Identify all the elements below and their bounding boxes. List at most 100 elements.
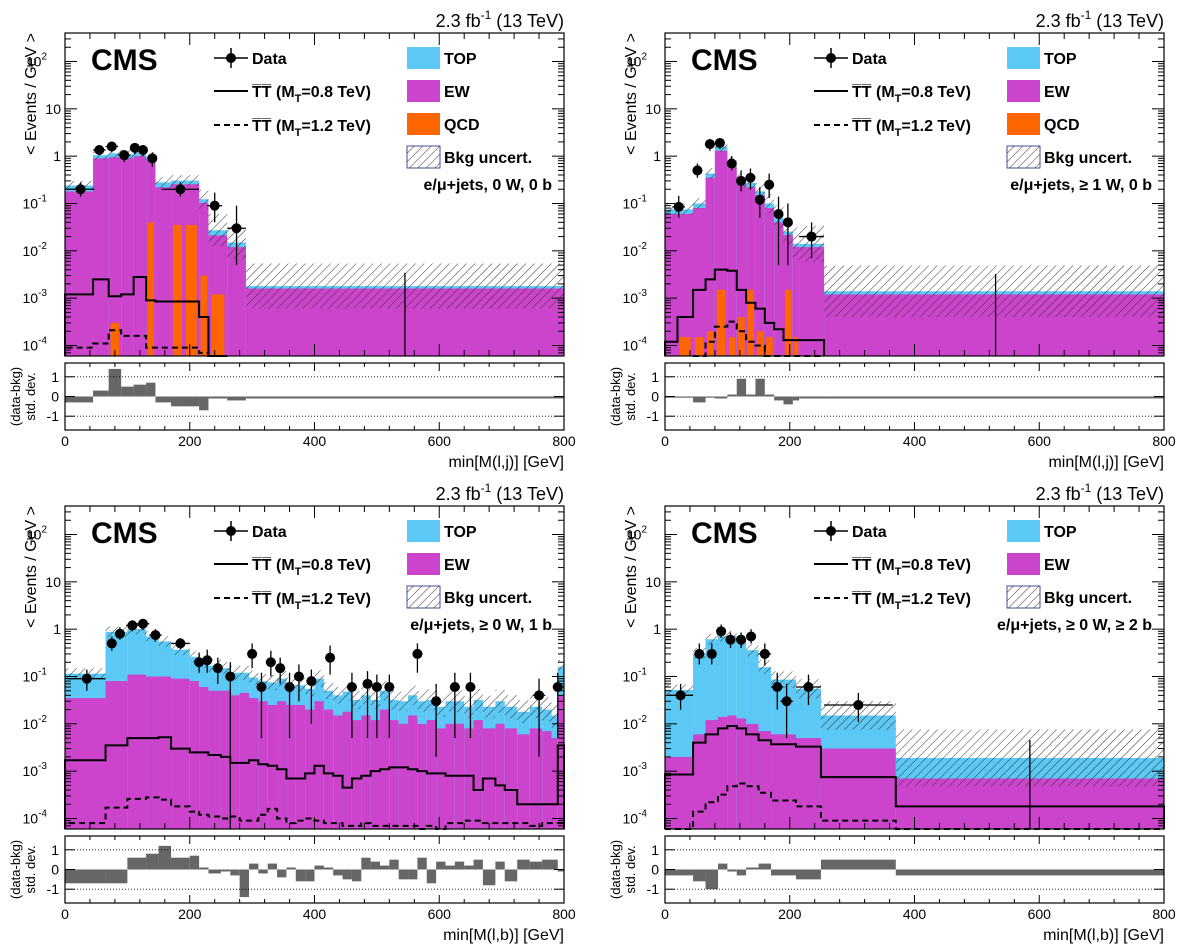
legend-qcd-swatch — [1007, 113, 1040, 135]
uncertainty-band — [171, 644, 190, 655]
ratio-y-tick-label: -1 — [47, 408, 60, 424]
uncertainty-band — [495, 689, 505, 713]
ew-bar — [795, 738, 821, 829]
ratio-bar — [755, 378, 765, 397]
ratio-bar — [736, 378, 747, 397]
legend-data-label: Data — [852, 51, 887, 68]
ratio-bar — [677, 396, 694, 398]
ratio-bar — [771, 869, 796, 876]
ratio-bar — [445, 865, 455, 870]
x-axis-label: min[M(l,b)] [GeV] — [1043, 927, 1164, 944]
data-point — [284, 681, 295, 692]
data-point — [725, 634, 736, 645]
uncertainty-band — [718, 630, 728, 642]
ratio-panel: 10-10 200 400 600 800(data-bkg) std. dev. — [608, 835, 1176, 922]
legend-top-swatch — [407, 47, 440, 69]
signal-08-line — [64, 276, 228, 357]
ratio-bar — [189, 855, 200, 870]
data-point — [714, 137, 725, 148]
ew-bar — [108, 157, 122, 356]
lumi-label: 2.3 fb-1 (13 TeV) — [1036, 481, 1164, 504]
uncertainty-band — [677, 203, 694, 215]
ratio-bar — [542, 859, 552, 870]
data-point — [764, 179, 775, 190]
ratio-label-bottom: std. dev. — [23, 845, 38, 893]
legend-qcd-label: QCD — [1044, 117, 1080, 134]
data-point — [362, 678, 373, 689]
data-point — [129, 142, 140, 153]
ratio-y-tick-label: 0 — [51, 389, 59, 405]
qcd-bar — [793, 337, 799, 356]
lumi-label: 2.3 fb-1 (13 TeV) — [436, 8, 564, 31]
category-label: e/μ+jets, 0 W, 0 b — [423, 177, 552, 194]
data-point — [745, 172, 756, 183]
ratio-bar — [220, 869, 231, 872]
ew-bar — [189, 681, 200, 829]
ew-bar — [529, 728, 543, 829]
data-point — [306, 676, 317, 687]
uncertainty-band — [665, 204, 678, 215]
data-point — [106, 638, 117, 649]
x-tick-label: 600 — [1028, 433, 1052, 449]
ratio-bar — [65, 396, 94, 403]
x-tick-label: 600 — [428, 906, 452, 922]
category-label: e/μ+jets, ≥ 1 W, 0 b — [1010, 177, 1152, 194]
y-tick-label: 10 — [45, 574, 61, 590]
ratio-label-bottom: std. dev. — [623, 845, 638, 893]
uncertainty-band — [314, 670, 324, 687]
x-tick-label: 200 — [778, 433, 802, 449]
legend-unc-label: Bkg uncert. — [444, 150, 532, 167]
ratio-bar — [389, 859, 399, 870]
ratio-bar — [323, 867, 334, 870]
uncertainty-band — [65, 668, 106, 680]
uncertainty-band — [305, 680, 315, 698]
ratio-bar — [108, 368, 122, 397]
y-axis-label: < Events / GeV > — [23, 33, 40, 155]
uncertainty-band — [239, 665, 250, 680]
ratio-bar — [454, 861, 465, 870]
ratio-bar — [158, 845, 172, 870]
ratio-bar — [398, 869, 409, 880]
uncertainty-band — [379, 681, 390, 701]
ew-bar — [199, 686, 209, 829]
ew-bar — [727, 715, 737, 829]
y-axis-label: < Events / GeV > — [623, 506, 640, 628]
ew-bar — [305, 709, 315, 829]
ew-bar — [361, 715, 371, 829]
qcd-bar — [747, 289, 755, 356]
legend-signal-08-label: T̅T̅ (MT=0.8 TeV) — [252, 83, 371, 105]
ew-bar — [557, 695, 564, 829]
data-points — [668, 624, 1031, 829]
uncertainty-band — [351, 690, 362, 709]
ew-bar — [220, 690, 231, 829]
y-tick-label: 10-2 — [23, 714, 48, 732]
y-tick-label: 10-3 — [23, 761, 48, 779]
uncertainty-band — [108, 148, 122, 158]
ratio-bar — [758, 863, 772, 870]
data-point — [704, 139, 715, 150]
lumi-unit-exp: -1 — [1081, 481, 1092, 495]
qcd-bar — [110, 322, 120, 356]
y-tick-label: 1 — [653, 148, 661, 164]
uncertainty-band — [323, 682, 334, 700]
ew-bar — [799, 247, 825, 356]
ew-bar — [693, 734, 706, 829]
y-tick-label: 10 — [645, 101, 661, 117]
legend: Data T̅T̅ (MT=0.8 TeV) T̅T̅ (MT=1.2 TeV) TO… — [814, 520, 1132, 612]
uncertainty-band — [551, 703, 558, 728]
y-tick-label: 10-3 — [23, 288, 48, 306]
legend-ew-label: EW — [1044, 557, 1071, 574]
ratio-bar — [121, 386, 134, 397]
legend-unc-swatch — [406, 145, 441, 169]
ew-bar — [705, 177, 715, 356]
ratio-bar — [774, 396, 784, 401]
legend: Data T̅T̅ (MT=0.8 TeV) T̅T̅ (MT=1.2 TeV) TO… — [814, 47, 1132, 169]
qcd-bar — [728, 337, 736, 356]
uncertainty-band — [746, 643, 759, 657]
data-point — [754, 194, 765, 205]
ew-bar — [551, 738, 558, 829]
ratio-bar — [727, 869, 737, 872]
uncertainty-band — [220, 661, 231, 675]
legend-data-label: Data — [252, 51, 287, 68]
ew-bar — [249, 698, 259, 829]
